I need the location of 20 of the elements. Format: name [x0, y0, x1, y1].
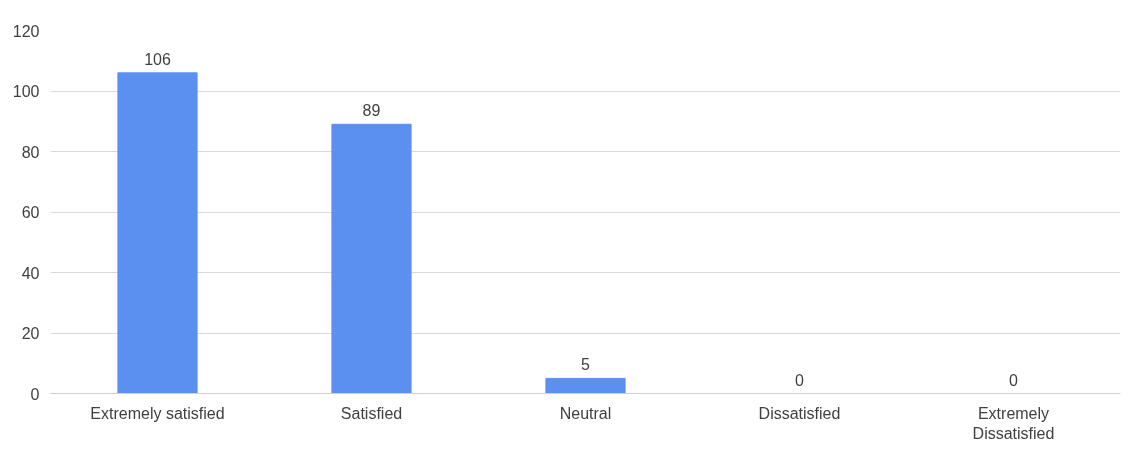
x-tick-label: Extremely Dissatisfied — [972, 404, 1055, 442]
bar — [331, 123, 412, 394]
data-label: 5 — [581, 356, 591, 374]
y-tick-label: 80 — [21, 143, 40, 161]
x-tick-label: Dissatisfied — [758, 404, 841, 422]
x-tick-label: Neutral — [559, 404, 612, 422]
y-tick-label: 100 — [12, 83, 40, 100]
data-label: 89 — [362, 102, 381, 120]
y-tick-label: 0 — [30, 385, 40, 403]
data-label: 0 — [795, 371, 805, 389]
x-tick-label: Satisfied — [340, 404, 403, 422]
y-tick-label: 40 — [21, 264, 40, 282]
y-tick-label: 20 — [21, 325, 40, 342]
y-tick-label: 120 — [12, 22, 40, 40]
data-label: 0 — [1009, 371, 1019, 389]
bar — [545, 377, 626, 394]
bar — [117, 72, 198, 394]
x-tick-label: Extremely satisfied — [90, 404, 225, 422]
y-tick-label: 60 — [21, 204, 40, 221]
data-label: 106 — [144, 50, 171, 68]
